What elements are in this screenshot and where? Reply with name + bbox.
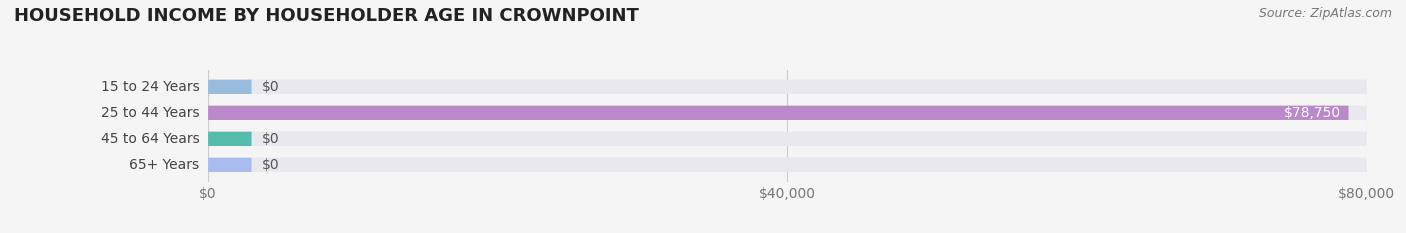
Text: $0: $0 — [262, 132, 280, 146]
Text: HOUSEHOLD INCOME BY HOUSEHOLDER AGE IN CROWNPOINT: HOUSEHOLD INCOME BY HOUSEHOLDER AGE IN C… — [14, 7, 638, 25]
Text: Source: ZipAtlas.com: Source: ZipAtlas.com — [1258, 7, 1392, 20]
Text: $0: $0 — [262, 80, 280, 94]
FancyBboxPatch shape — [208, 80, 252, 94]
FancyBboxPatch shape — [208, 132, 1367, 146]
FancyBboxPatch shape — [208, 80, 1367, 94]
Text: 65+ Years: 65+ Years — [129, 158, 200, 172]
FancyBboxPatch shape — [208, 106, 1367, 120]
Text: 25 to 44 Years: 25 to 44 Years — [101, 106, 200, 120]
Text: $0: $0 — [262, 158, 280, 172]
Text: 15 to 24 Years: 15 to 24 Years — [101, 80, 200, 94]
FancyBboxPatch shape — [208, 158, 252, 172]
FancyBboxPatch shape — [208, 158, 1367, 172]
FancyBboxPatch shape — [208, 132, 252, 146]
Text: $78,750: $78,750 — [1284, 106, 1341, 120]
FancyBboxPatch shape — [208, 106, 1348, 120]
Text: 45 to 64 Years: 45 to 64 Years — [101, 132, 200, 146]
